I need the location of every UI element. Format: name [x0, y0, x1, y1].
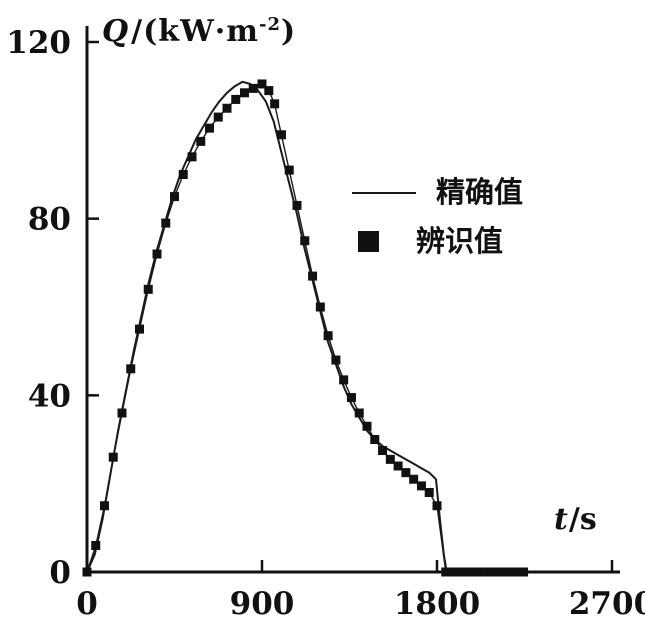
legend-row-identified: 辨识值: [352, 227, 523, 256]
x-tick-label: 900: [230, 586, 295, 622]
series-marker: [82, 567, 92, 577]
series-marker: [276, 130, 286, 140]
series-marker: [416, 481, 426, 491]
series-marker: [100, 501, 109, 511]
series-marker: [503, 567, 513, 577]
series-marker: [292, 200, 302, 210]
y-axis-variable: Q: [102, 14, 130, 49]
series-marker: [248, 83, 258, 93]
series-marker: [161, 218, 171, 228]
y-axis-unit-close: ): [280, 14, 297, 49]
series-marker: [240, 88, 249, 98]
x-axis-unit: /s: [568, 502, 597, 537]
series-marker: [108, 452, 118, 462]
series-marker: [205, 123, 214, 133]
series-marker: [441, 567, 451, 577]
series-marker: [401, 468, 411, 478]
y-axis-unit-exponent: -2: [258, 14, 281, 35]
series-marker: [385, 454, 395, 464]
series-marker: [270, 99, 280, 109]
legend-label-exact: 精确值: [436, 175, 524, 209]
series-marker: [187, 152, 197, 162]
y-axis-title: Q/(kW·m-2): [102, 14, 296, 49]
series-marker: [91, 541, 101, 550]
series-line-0: [86, 80, 525, 573]
legend-label-identified: 辨识值: [416, 224, 504, 258]
series-marker: [213, 112, 223, 122]
series-marker: [117, 408, 127, 418]
series-marker: [264, 86, 274, 96]
x-tick-label: 2700: [569, 586, 645, 622]
series-line-1: [86, 83, 524, 573]
series-marker: [495, 567, 505, 577]
series-marker: [339, 375, 349, 385]
series-marker: [135, 324, 144, 334]
series-marker: [284, 165, 294, 175]
series-marker: [487, 567, 497, 577]
series-marker: [346, 393, 356, 403]
series-marker: [126, 364, 136, 374]
series-marker: [378, 446, 388, 456]
y-tick-label: 120: [6, 25, 71, 61]
series-marker: [480, 567, 490, 577]
series-marker: [231, 94, 241, 104]
legend-marker-swatch: [358, 231, 379, 252]
series-marker: [362, 421, 372, 431]
series-marker: [222, 103, 232, 113]
series-marker: [472, 567, 482, 577]
x-axis-variable: t: [554, 502, 568, 537]
series-marker: [354, 408, 364, 418]
series-marker: [178, 170, 188, 179]
series-marker: [393, 461, 403, 471]
series-layer: [82, 79, 529, 577]
series-marker: [315, 302, 325, 312]
y-axis-unit: /(kW·m: [131, 14, 259, 49]
legend: 精确值 辨识值: [352, 178, 523, 256]
series-marker: [196, 136, 206, 146]
x-tick-label: 0: [76, 586, 98, 622]
series-marker: [449, 567, 459, 577]
y-tick-label: 40: [28, 378, 71, 414]
y-tick-label: 0: [49, 555, 71, 591]
series-marker: [409, 474, 419, 484]
series-marker: [370, 435, 380, 444]
series-marker: [424, 488, 434, 497]
x-tick-label: 1800: [394, 586, 480, 622]
legend-line-swatch: [352, 191, 416, 194]
series-marker: [300, 236, 310, 246]
series-marker: [511, 567, 521, 577]
legend-row-exact: 精确值: [352, 178, 523, 207]
series-marker: [152, 249, 162, 259]
ticks-layer: 0 900 1800 2700 0 40 80 120: [6, 25, 645, 622]
series-marker: [143, 284, 153, 294]
series-marker: [323, 331, 333, 341]
series-marker: [432, 501, 442, 511]
series-marker: [331, 355, 341, 365]
series-marker: [257, 79, 267, 89]
series-marker: [456, 567, 466, 577]
series-marker: [519, 567, 529, 577]
series-marker: [464, 567, 474, 577]
y-tick-label: 80: [28, 202, 71, 238]
x-axis-title: t/s: [554, 502, 597, 537]
series-marker: [170, 192, 179, 202]
series-marker: [308, 271, 318, 281]
